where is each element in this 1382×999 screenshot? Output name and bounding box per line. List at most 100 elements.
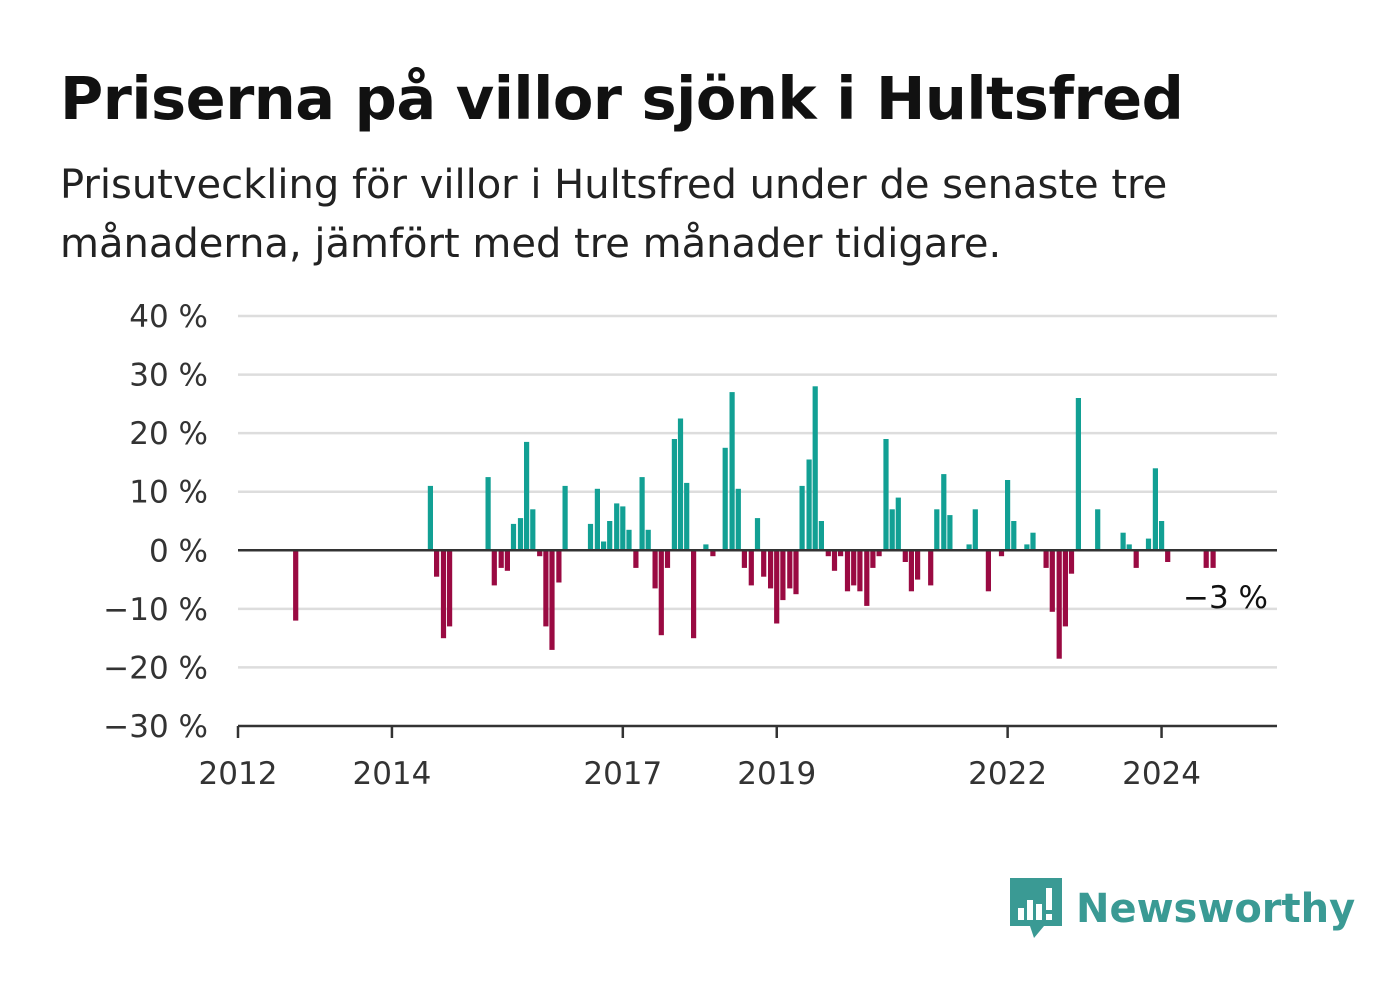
bar bbox=[601, 541, 607, 551]
bar bbox=[537, 550, 543, 557]
bar bbox=[434, 550, 440, 577]
bar bbox=[1043, 550, 1049, 568]
bar bbox=[1203, 550, 1209, 568]
bar bbox=[1159, 521, 1165, 551]
bar bbox=[427, 485, 433, 551]
bar bbox=[966, 544, 972, 551]
annotations: −3 % bbox=[1183, 580, 1268, 616]
bar bbox=[677, 418, 684, 551]
bar bbox=[658, 550, 664, 636]
y-tick-label: 30 % bbox=[129, 358, 208, 394]
y-tick-label: 40 % bbox=[129, 299, 208, 335]
bar bbox=[587, 523, 594, 551]
bar bbox=[754, 518, 761, 551]
bar bbox=[941, 474, 947, 551]
bar bbox=[664, 550, 671, 568]
bar bbox=[498, 550, 504, 568]
bar bbox=[1024, 544, 1030, 551]
bar bbox=[1145, 538, 1152, 551]
bar bbox=[703, 544, 709, 551]
bar bbox=[293, 550, 299, 621]
bar bbox=[768, 550, 774, 589]
bar bbox=[928, 550, 934, 586]
bar bbox=[1011, 521, 1017, 551]
bar bbox=[530, 509, 536, 551]
bar bbox=[787, 550, 793, 589]
bar bbox=[799, 485, 805, 551]
bar bbox=[549, 550, 555, 650]
bar bbox=[491, 550, 497, 586]
bar bbox=[902, 550, 908, 562]
bar bbox=[972, 509, 978, 551]
bar bbox=[510, 523, 517, 551]
bar bbox=[947, 515, 953, 551]
bar bbox=[838, 550, 844, 557]
bar bbox=[626, 529, 632, 551]
bar bbox=[633, 550, 639, 568]
bar bbox=[1210, 550, 1216, 568]
bar bbox=[818, 521, 824, 551]
bar bbox=[614, 503, 620, 551]
bar bbox=[562, 485, 568, 551]
bar bbox=[691, 550, 697, 639]
bar bbox=[729, 392, 735, 551]
bar bbox=[1120, 532, 1126, 551]
bar bbox=[671, 439, 677, 551]
bar bbox=[543, 550, 549, 627]
bar bbox=[735, 488, 741, 551]
bar bbox=[857, 550, 863, 592]
bar bbox=[1030, 532, 1036, 551]
chart-subtitle: Prisutveckling för villor i Hultsfred un… bbox=[60, 162, 1168, 267]
bar bbox=[985, 550, 991, 592]
bar bbox=[524, 441, 530, 551]
bar bbox=[517, 518, 524, 551]
bar bbox=[934, 509, 940, 551]
y-axis-labels: 40 % 30 % 20 % 10 % 0 % −10 % −20 % −30 % bbox=[103, 299, 208, 745]
bar bbox=[870, 550, 876, 568]
bar bbox=[485, 477, 491, 551]
y-tick-label: 0 % bbox=[149, 533, 208, 569]
bar bbox=[851, 550, 857, 586]
bar bbox=[1068, 550, 1075, 574]
bar bbox=[806, 459, 812, 551]
x-axis-labels: 2012 2014 2017 2019 2022 2024 bbox=[199, 756, 1201, 792]
bar bbox=[440, 550, 447, 639]
y-tick-label: −20 % bbox=[103, 650, 208, 686]
grid-lines bbox=[238, 314, 1277, 669]
bar bbox=[1152, 468, 1158, 551]
bar bbox=[825, 550, 831, 557]
newsworthy-logo: Newsworthy bbox=[1010, 878, 1355, 940]
bar bbox=[1165, 550, 1171, 562]
x-tick-label: 2012 bbox=[199, 756, 278, 792]
bar bbox=[761, 550, 767, 577]
newsworthy-logo-icon bbox=[1010, 878, 1062, 938]
bar bbox=[556, 550, 562, 583]
bar bbox=[793, 550, 799, 595]
bar bbox=[447, 550, 453, 627]
x-tick-label: 2024 bbox=[1122, 756, 1201, 792]
bar bbox=[504, 550, 510, 571]
bar bbox=[607, 521, 613, 551]
bar bbox=[844, 550, 851, 592]
bar bbox=[1049, 550, 1055, 612]
y-tick-label: 20 % bbox=[129, 416, 208, 452]
bar bbox=[1126, 544, 1132, 551]
bar bbox=[780, 550, 786, 601]
bar bbox=[1056, 550, 1062, 659]
bar bbox=[722, 447, 728, 551]
bar bbox=[876, 550, 882, 557]
bars bbox=[293, 386, 1216, 659]
bar bbox=[883, 439, 889, 551]
bar bbox=[1133, 550, 1139, 568]
bar bbox=[889, 509, 895, 551]
y-tick-label: −30 % bbox=[103, 709, 208, 745]
x-tick-label: 2022 bbox=[968, 756, 1047, 792]
bar bbox=[652, 550, 658, 589]
bar bbox=[812, 386, 818, 551]
bar bbox=[1062, 550, 1068, 627]
y-tick-label: −10 % bbox=[103, 592, 208, 628]
bar bbox=[710, 550, 716, 557]
chart-title: Priserna på villor sjönk i Hultsfred bbox=[60, 64, 1184, 133]
bar bbox=[864, 550, 870, 606]
